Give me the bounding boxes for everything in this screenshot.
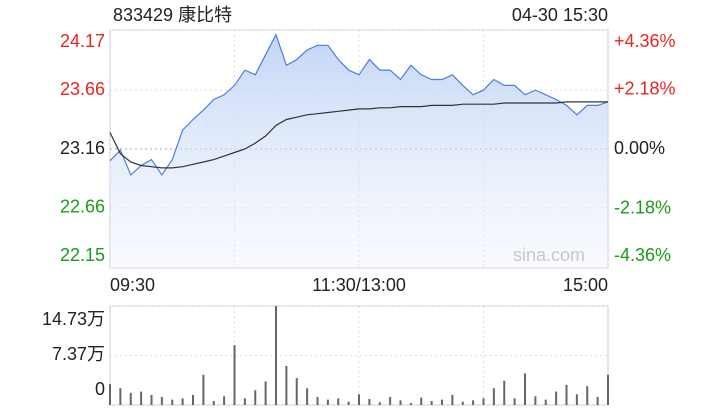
volume-bar — [337, 398, 340, 405]
volume-bar — [451, 394, 454, 405]
volume-bar — [243, 398, 246, 405]
volume-bar — [607, 374, 609, 405]
volume-bar — [140, 391, 143, 405]
volume-bar — [482, 398, 485, 405]
volume-bar — [129, 392, 132, 405]
y-tick-label: 0 — [95, 379, 105, 399]
volume-bar — [596, 396, 599, 405]
volume-bar — [430, 400, 433, 405]
volume-bar — [326, 399, 329, 405]
volume-bar — [358, 394, 360, 405]
volume-bar — [368, 398, 371, 405]
volume-bar — [295, 378, 298, 405]
volume-bar — [461, 401, 464, 405]
area-fill — [110, 34, 608, 269]
volume-bar — [347, 401, 350, 405]
volume-frame — [109, 305, 609, 406]
volume-bar — [575, 394, 578, 405]
volume-bar — [378, 402, 381, 405]
chart-title: 833429 康比特 — [113, 5, 232, 25]
volume-bar — [264, 381, 267, 405]
volume-bar — [181, 398, 184, 405]
volume-bar — [160, 396, 163, 405]
volume-bar — [192, 394, 194, 405]
volume-bar — [513, 398, 516, 405]
y-tick-label: 23.66 — [60, 79, 105, 99]
timestamp: 04-30 15:30 — [512, 5, 608, 25]
volume-bar — [389, 396, 392, 405]
volume-bar — [150, 394, 153, 405]
x-tick-label: 15:00 — [563, 275, 608, 295]
x-tick-label: 11:30/13:00 — [312, 275, 406, 295]
volume-bar — [119, 388, 122, 405]
y-tick-label: 7.37万 — [52, 344, 105, 364]
y-tick-label: 22.15 — [60, 245, 105, 265]
y-tick-label: 23.16 — [60, 138, 105, 158]
volume-bar — [202, 374, 205, 405]
volume-bar — [472, 400, 475, 405]
y2-tick-label: -4.36% — [614, 245, 671, 265]
volume-bar — [534, 396, 537, 405]
volume-bar — [223, 396, 226, 405]
price-line — [109, 33, 609, 176]
y-tick-label: 14.73万 — [42, 309, 105, 329]
y2-tick-label: +4.36% — [614, 31, 676, 51]
volume-bar — [233, 345, 236, 405]
volume-bar — [420, 397, 423, 405]
average-line — [109, 101, 608, 169]
y2-tick-label: +2.18% — [614, 78, 676, 98]
volume-bar — [316, 396, 319, 405]
volume-bar — [254, 390, 257, 405]
volume-bar — [285, 366, 288, 405]
volume-bar — [171, 399, 174, 405]
volume-bar — [399, 400, 402, 405]
y-tick-label: 22.66 — [60, 197, 105, 217]
y2-tick-label: -2.18% — [614, 197, 671, 217]
volume-bar — [441, 399, 443, 405]
volume-bar — [544, 399, 547, 405]
volume-bar — [212, 400, 215, 405]
volume-bar — [524, 373, 526, 405]
volume-bar — [586, 386, 589, 405]
volume-bar — [275, 306, 277, 405]
y2-tick-label: 0.00% — [614, 138, 665, 158]
volume-bar — [109, 384, 111, 405]
volume-bar — [555, 391, 558, 405]
volume-bar — [409, 402, 412, 405]
x-tick-label: 09:30 — [110, 275, 155, 295]
volume-bar — [565, 384, 568, 405]
volume-bar — [492, 388, 495, 405]
y-tick-label: 24.17 — [60, 31, 105, 51]
volume-bar — [306, 388, 309, 405]
watermark: sina.com — [513, 245, 585, 265]
volume-bar — [503, 380, 506, 405]
